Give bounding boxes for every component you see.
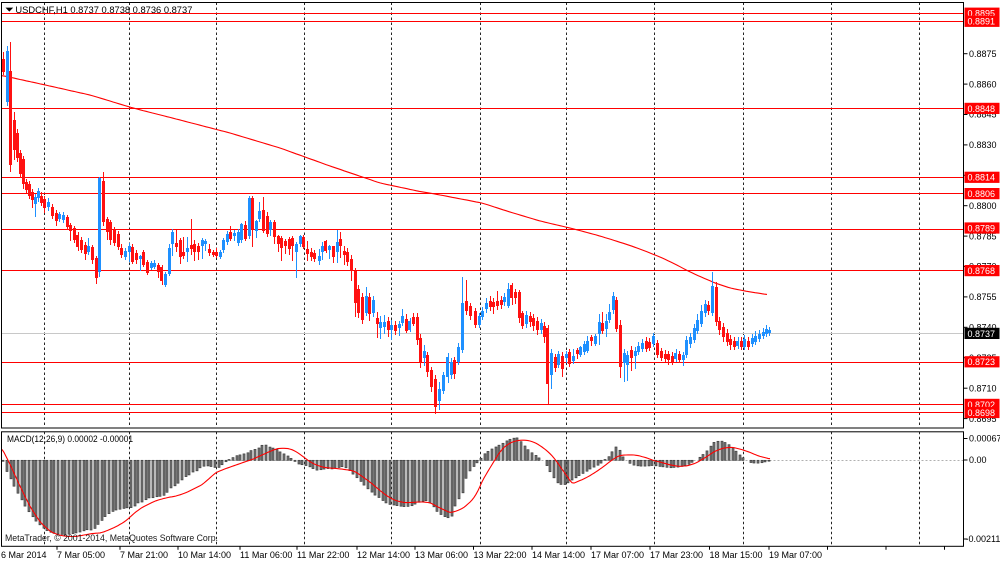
svg-text:18 Mar 15:00: 18 Mar 15:00 xyxy=(710,550,763,560)
svg-text:13 Mar 22:00: 13 Mar 22:00 xyxy=(474,550,527,560)
svg-text:0.8875: 0.8875 xyxy=(969,49,997,59)
svg-text:0.00: 0.00 xyxy=(969,455,987,465)
svg-text:0.8723: 0.8723 xyxy=(968,357,996,367)
svg-text:0.8860: 0.8860 xyxy=(969,79,997,89)
svg-text:17 Mar 07:00: 17 Mar 07:00 xyxy=(591,550,644,560)
svg-text:10 Mar 14:00: 10 Mar 14:00 xyxy=(178,550,231,560)
svg-text:-0.00211: -0.00211 xyxy=(966,534,1000,544)
svg-text:USDCHF,H1 0.8737 0.8738 0.873: USDCHF,H1 0.8737 0.8738 0.8736 0.8737 xyxy=(15,5,192,15)
svg-text:7 Mar 21:00: 7 Mar 21:00 xyxy=(120,550,168,560)
svg-text:MACD(12,26,9) 0.00002 -0.00001: MACD(12,26,9) 0.00002 -0.00001 xyxy=(7,434,133,444)
svg-text:13 Mar 06:00: 13 Mar 06:00 xyxy=(415,550,468,560)
svg-text:14 Mar 14:00: 14 Mar 14:00 xyxy=(532,550,585,560)
svg-text:0.8710: 0.8710 xyxy=(969,383,997,393)
svg-text:7 Mar 05:00: 7 Mar 05:00 xyxy=(57,550,105,560)
svg-text:0.8737: 0.8737 xyxy=(968,329,996,339)
svg-text:0.8891: 0.8891 xyxy=(968,17,996,27)
svg-text:19 Mar 07:00: 19 Mar 07:00 xyxy=(769,550,822,560)
svg-text:12 Mar 14:00: 12 Mar 14:00 xyxy=(357,550,410,560)
svg-text:0.8830: 0.8830 xyxy=(969,140,997,150)
svg-text:11 Mar 22:00: 11 Mar 22:00 xyxy=(297,550,349,560)
svg-text:0.8768: 0.8768 xyxy=(968,266,996,276)
svg-text:0.00067: 0.00067 xyxy=(969,434,1000,444)
svg-text:0.8814: 0.8814 xyxy=(968,173,996,183)
svg-text:0.8698: 0.8698 xyxy=(968,408,996,418)
svg-text:0.8755: 0.8755 xyxy=(969,292,997,302)
svg-text:17 Mar 23:00: 17 Mar 23:00 xyxy=(650,550,703,560)
svg-text:0.8806: 0.8806 xyxy=(968,189,996,199)
svg-text:11 Mar 06:00: 11 Mar 06:00 xyxy=(240,550,292,560)
svg-text:0.8800: 0.8800 xyxy=(969,201,997,211)
svg-text:MetaTrader, © 2001-2014, MetaQ: MetaTrader, © 2001-2014, MetaQuotes Soft… xyxy=(5,533,218,543)
svg-text:6 Mar 2014: 6 Mar 2014 xyxy=(1,550,47,560)
svg-text:0.8848: 0.8848 xyxy=(968,104,996,114)
svg-text:0.8789: 0.8789 xyxy=(968,223,996,233)
